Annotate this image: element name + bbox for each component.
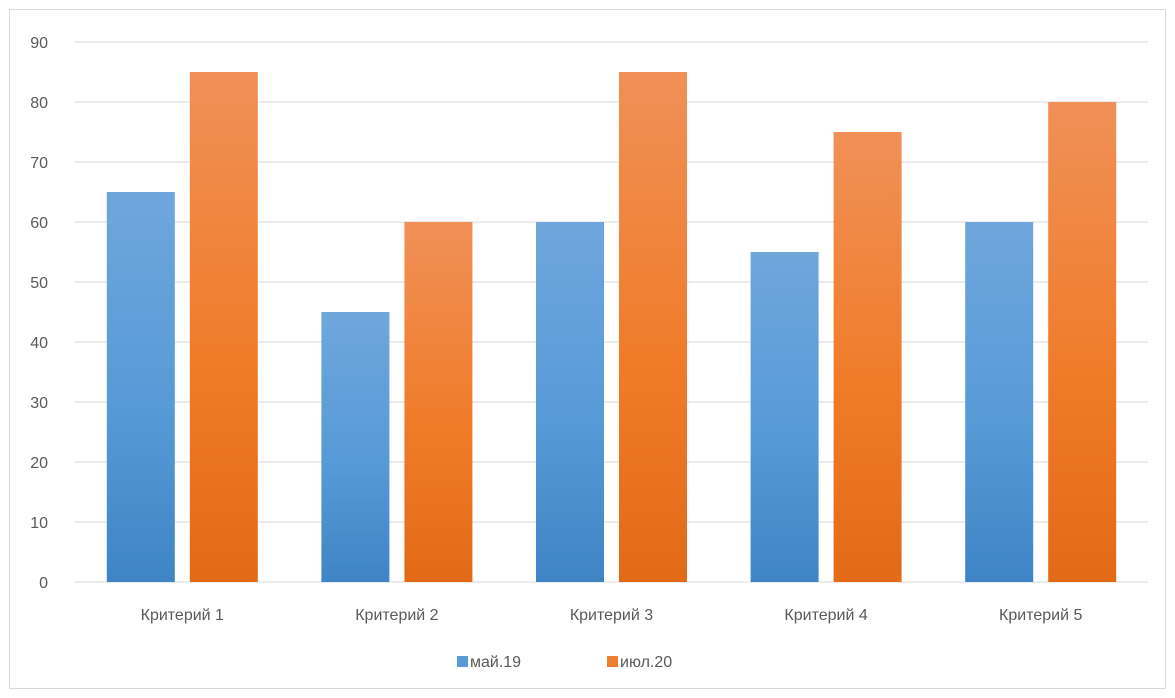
y-tick-label: 90 [30, 35, 48, 52]
y-tick-label: 50 [30, 275, 48, 292]
y-axis-tick-labels: 0 10 20 30 40 50 60 70 80 90 [30, 35, 48, 592]
bar-series1-5 [965, 222, 1034, 582]
x-tick-label: Критерий 4 [784, 607, 867, 624]
y-tick-label: 30 [30, 395, 48, 412]
x-tick-label: Критерий 1 [141, 607, 224, 624]
legend-label: май.19 [470, 654, 521, 671]
bars [106, 72, 1117, 582]
x-tick-label: Критерий 2 [355, 607, 438, 624]
bar-series2-2 [404, 222, 473, 582]
y-tick-label: 70 [30, 155, 48, 172]
bar-series1-3 [536, 222, 604, 582]
x-tick-label: Критерий 3 [570, 607, 653, 624]
bar-series1-4 [750, 252, 819, 582]
x-tick-label: Критерий 5 [999, 607, 1082, 624]
y-tick-label: 20 [30, 455, 48, 472]
bar-series1-2 [321, 312, 390, 582]
bar-series2-5 [1048, 102, 1117, 582]
bar-series2-4 [833, 132, 902, 582]
legend-label: июл.20 [620, 654, 672, 671]
y-tick-label: 0 [39, 575, 48, 592]
y-tick-label: 40 [30, 335, 48, 352]
legend-swatch [607, 656, 618, 667]
y-tick-label: 10 [30, 515, 48, 532]
legend-swatch [457, 656, 468, 667]
legend: май.19 июл.20 [457, 654, 672, 671]
y-tick-label: 80 [30, 95, 48, 112]
x-axis-tick-labels: Критерий 1 Критерий 2 Критерий 3 Критерий 4… [141, 607, 1083, 624]
bar-series2-3 [619, 72, 687, 582]
bar-series1-1 [106, 192, 175, 582]
bar-series2-1 [189, 72, 258, 582]
y-tick-label: 60 [30, 215, 48, 232]
